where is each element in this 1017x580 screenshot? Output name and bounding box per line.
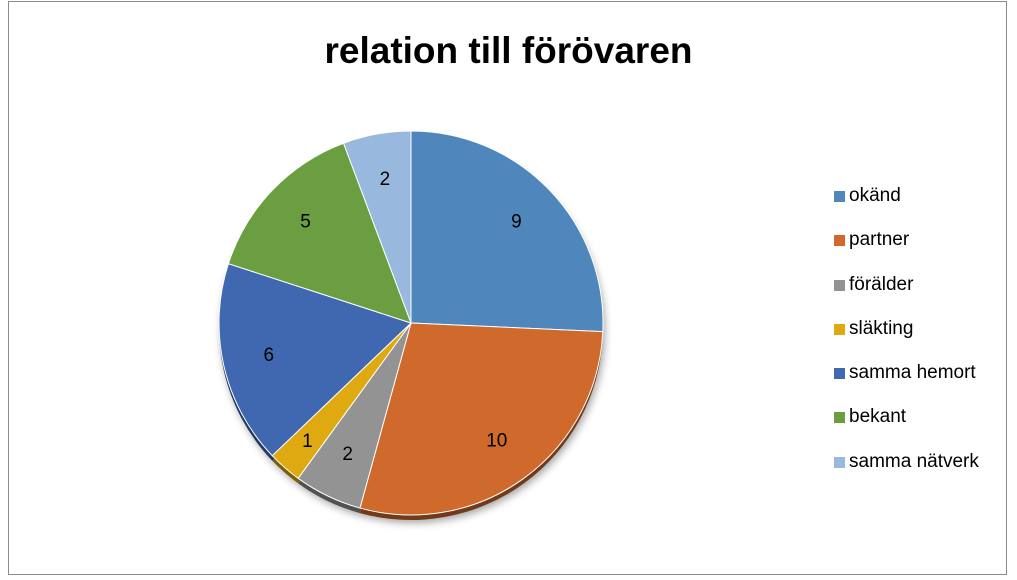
legend-item: samma hemort: [834, 361, 979, 405]
legend-swatch: [834, 323, 845, 335]
data-label-2: 10: [486, 431, 507, 452]
legend-item: samma nätverk: [834, 450, 979, 494]
pie-slices: [218, 130, 604, 516]
legend-swatch: [834, 456, 845, 468]
data-label-7: 2: [380, 169, 391, 190]
legend-label: bekant: [849, 406, 907, 428]
legend-label: samma nätverk: [849, 450, 979, 472]
legend-label: samma hemort: [849, 362, 976, 384]
legend-item: släkting: [834, 317, 979, 361]
data-label-3: 2: [342, 444, 353, 465]
legend-label: okänd: [849, 185, 901, 206]
data-label-6: 5: [300, 212, 311, 233]
legend-label: förälder: [849, 273, 914, 295]
pie-slice-5: [218, 263, 412, 457]
legend-swatch: [834, 191, 845, 202]
pie-slice-6: [227, 142, 412, 324]
pie-slice-2: [359, 322, 604, 516]
legend-swatch: [834, 368, 845, 380]
pie-slice-1: [410, 130, 604, 333]
legend-swatch: [834, 412, 845, 424]
pie-data-labels: 9 10 2 1 6 5 2: [263, 169, 521, 465]
data-label-4: 1: [302, 431, 313, 452]
legend-item: okänd: [834, 184, 979, 228]
data-label-5: 6: [263, 345, 274, 366]
chart-legend: okänd partner förälder släkting samma hemort…: [834, 184, 979, 494]
legend-item: bekant: [834, 405, 979, 449]
chart-title: relation till förövaren: [324, 30, 693, 71]
pie-slice-7: [343, 130, 412, 324]
legend-item: partner: [834, 228, 979, 272]
data-label-1: 9: [511, 212, 522, 233]
legend-swatch: [834, 235, 845, 247]
legend-label: släkting: [849, 317, 914, 339]
legend-swatch: [834, 279, 845, 291]
legend-label: partner: [849, 229, 910, 251]
legend-item: förälder: [834, 273, 979, 317]
